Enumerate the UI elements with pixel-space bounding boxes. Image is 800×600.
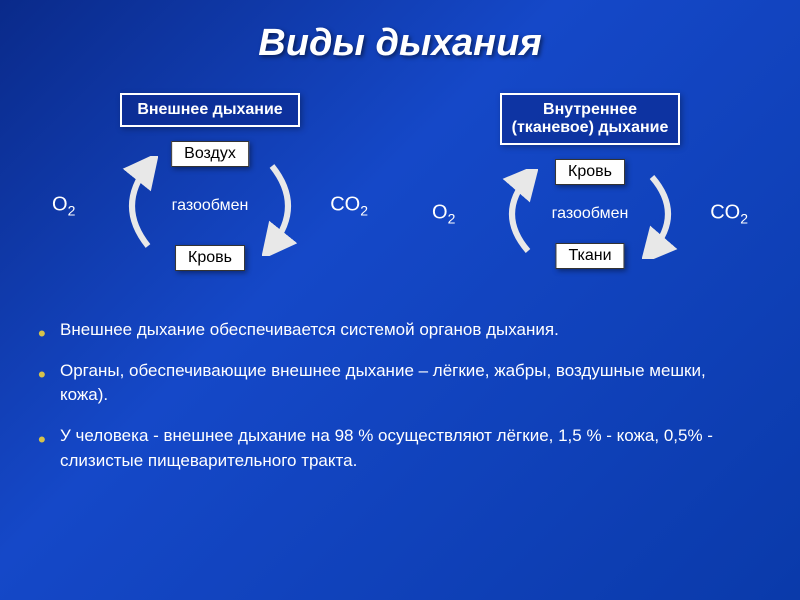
node-bottom-internal: Ткани xyxy=(555,243,624,269)
list-item: У человека - внешнее дыхание на 98 % осу… xyxy=(60,424,755,473)
gas-right-external: CO2 xyxy=(330,194,368,219)
diagram-header-external: Внешнее дыхание xyxy=(120,93,300,127)
arrow-right-icon xyxy=(642,169,692,259)
center-label-internal: газообмен xyxy=(552,205,629,223)
cycle-internal: Кровь газообмен Ткани O2 CO2 xyxy=(420,159,760,269)
bullet-list: Внешнее дыхание обеспечивается системой … xyxy=(0,318,800,473)
list-item: Органы, обеспечивающие внешнее дыхание –… xyxy=(60,359,755,408)
diagram-header-internal: Внутреннее (тканевое) дыхание xyxy=(500,93,681,145)
node-top-internal: Кровь xyxy=(555,159,625,185)
diagram-external: Внешнее дыхание Воздух газообмен Кровь O… xyxy=(40,93,380,293)
node-top-external: Воздух xyxy=(171,141,249,167)
center-label-external: газообмен xyxy=(172,197,249,215)
cycle-external: Воздух газообмен Кровь O2 CO2 xyxy=(40,141,380,271)
diagrams-row: Внешнее дыхание Воздух газообмен Кровь O… xyxy=(0,93,800,293)
diagram-internal: Внутреннее (тканевое) дыхание Кровь газо… xyxy=(420,93,760,293)
node-bottom-external: Кровь xyxy=(175,245,245,271)
list-item: Внешнее дыхание обеспечивается системой … xyxy=(60,318,755,343)
page-title: Виды дыхания xyxy=(0,0,800,65)
arrow-right-icon xyxy=(262,156,312,256)
gas-left-internal: O2 xyxy=(432,202,455,227)
gas-right-internal: CO2 xyxy=(710,202,748,227)
arrow-left-icon xyxy=(488,169,538,259)
arrow-left-icon xyxy=(108,156,158,256)
gas-left-external: O2 xyxy=(52,194,75,219)
